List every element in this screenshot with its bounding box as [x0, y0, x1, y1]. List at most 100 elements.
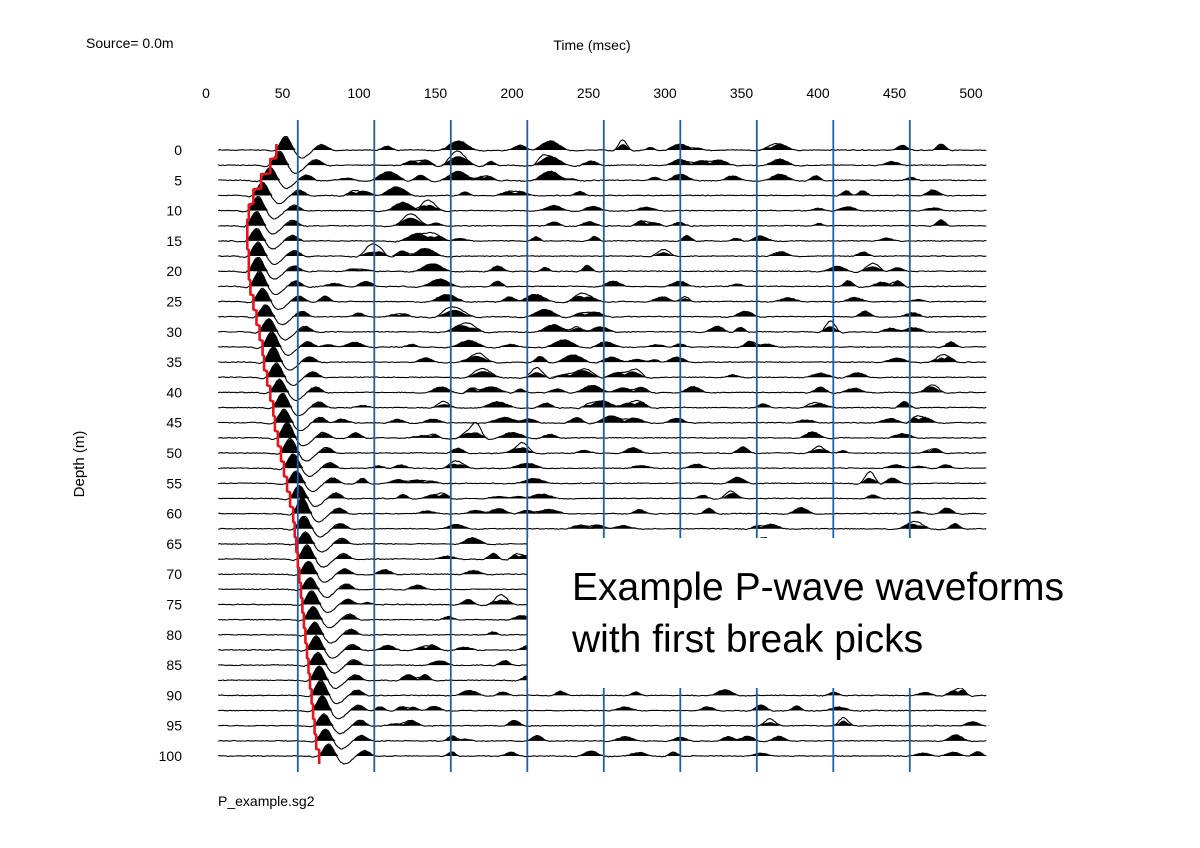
waveform-lobe [533, 171, 567, 180]
x-tick-label-9: 450 [883, 85, 907, 101]
waveform-lobe [732, 311, 758, 316]
waveform-lobe [355, 479, 370, 484]
waveform-lobe [248, 258, 268, 271]
waveform-lobe [765, 159, 794, 165]
waveform-trace-0 [218, 137, 986, 159]
y-tick-label-18: 90 [166, 687, 182, 703]
x-tick-label-4: 200 [500, 85, 524, 101]
waveform-lobe [886, 267, 908, 271]
source-label: Source= 0.0m [86, 35, 174, 51]
waveform-lobe [591, 342, 620, 347]
waveform-lobe [483, 161, 498, 165]
waveform-lobe [927, 448, 944, 453]
x-tick-label-10: 500 [959, 85, 983, 101]
waveform-lobe [379, 187, 413, 195]
waveform-lobe [943, 342, 960, 347]
waveform-trace-37 [218, 696, 986, 719]
x-tick-label-6: 300 [653, 85, 677, 101]
y-tick-label-15: 75 [166, 597, 182, 613]
waveform-trace-19 [218, 422, 986, 446]
waveform-lobe [740, 341, 758, 347]
waveform-lobe [546, 389, 567, 393]
waveform-lobe [308, 653, 328, 665]
y-tick-label-0: 0 [174, 142, 182, 158]
x-tick-label-7: 350 [730, 85, 754, 101]
waveform-lobe [430, 295, 464, 302]
waveform-trace-15 [218, 363, 986, 386]
waveform-trace-1 [218, 151, 986, 174]
x-axis-title: Time (msec) [553, 37, 630, 53]
waveform-lobe [386, 202, 420, 210]
waveform-lobe [789, 706, 806, 710]
callout-line-2: with first break picks [571, 618, 923, 661]
waveform-lobe [266, 364, 286, 377]
waveform-lobe [937, 508, 957, 514]
waveform-lobe [890, 281, 905, 286]
waveform-lobe [317, 344, 340, 347]
waveform-lobe [263, 348, 283, 363]
waveform-lobe [705, 326, 728, 331]
y-tick-label-14: 70 [166, 566, 182, 582]
waveform-lobe [317, 448, 337, 453]
waveform-trace-10 [218, 288, 986, 309]
waveform-lobe [248, 243, 268, 256]
waveform-lobe [648, 297, 676, 302]
waveform-lobe [527, 310, 561, 317]
y-tick-label-2: 10 [166, 203, 182, 219]
waveform-trace-24 [218, 498, 986, 522]
y-tick-label-7: 35 [166, 354, 182, 370]
waveform-lobe [306, 637, 326, 650]
waveform-lobe [352, 736, 372, 741]
waveform-lobe [289, 486, 309, 498]
waveform-lobe [408, 249, 442, 257]
waveform-lobe [441, 141, 475, 150]
waveform-lobe [426, 223, 446, 226]
waveform-lobe [854, 191, 869, 196]
waveform-lobe [839, 191, 854, 196]
waveform-lobe [579, 751, 604, 756]
waveform-lobe [259, 319, 279, 332]
waveform-lobe [556, 355, 590, 362]
waveform-lobe [646, 177, 663, 181]
waveform-lobe [283, 454, 303, 468]
waveform-lobe [670, 344, 687, 347]
waveform-lobe [246, 229, 266, 241]
waveform-trace-3 [218, 183, 986, 204]
y-tick-label-19: 95 [166, 718, 182, 734]
waveform-lobe [834, 451, 849, 453]
waveform-lobe [765, 174, 794, 180]
waveform-lobe [855, 311, 875, 316]
waveform-lobe [733, 447, 753, 453]
x-tick-labels: 0 50 100 150 200 250 300 350 400 450 500 [202, 85, 983, 101]
waveform-lobe [940, 752, 966, 756]
x-tick-label-5: 250 [577, 85, 601, 101]
y-tick-label-6: 30 [166, 324, 182, 340]
waveform-lobe [680, 387, 706, 393]
waveform-lobe [315, 730, 335, 741]
waveform-lobe [587, 237, 601, 241]
waveform-lobe [839, 388, 868, 392]
waveform-lobe [842, 298, 868, 302]
waveform-lobe [485, 554, 502, 560]
y-tick-label-3: 15 [166, 233, 182, 249]
waveform-lobe [415, 264, 449, 271]
y-tick-label-9: 45 [166, 415, 182, 431]
waveform-lobe [422, 706, 445, 710]
waveform-lobe [311, 681, 331, 695]
waveform-lobe [314, 715, 334, 726]
waveform-lobe [571, 192, 589, 196]
y-tick-label-5: 25 [166, 294, 182, 310]
waveform-lobe [371, 172, 405, 181]
waveform-lobe [286, 472, 306, 484]
waveform-lobe [463, 388, 480, 393]
waveform-lobe [539, 206, 567, 211]
waveform-lobe [390, 465, 411, 468]
x-tick-label-2: 100 [347, 85, 371, 101]
x-tick-label-0: 0 [202, 85, 210, 101]
waveform-lobe [252, 289, 272, 301]
y-tick-label-20: 100 [159, 748, 183, 764]
waveform-lobe [643, 147, 657, 150]
waveform-lobe [883, 358, 912, 362]
waveform-lobe [533, 141, 567, 150]
